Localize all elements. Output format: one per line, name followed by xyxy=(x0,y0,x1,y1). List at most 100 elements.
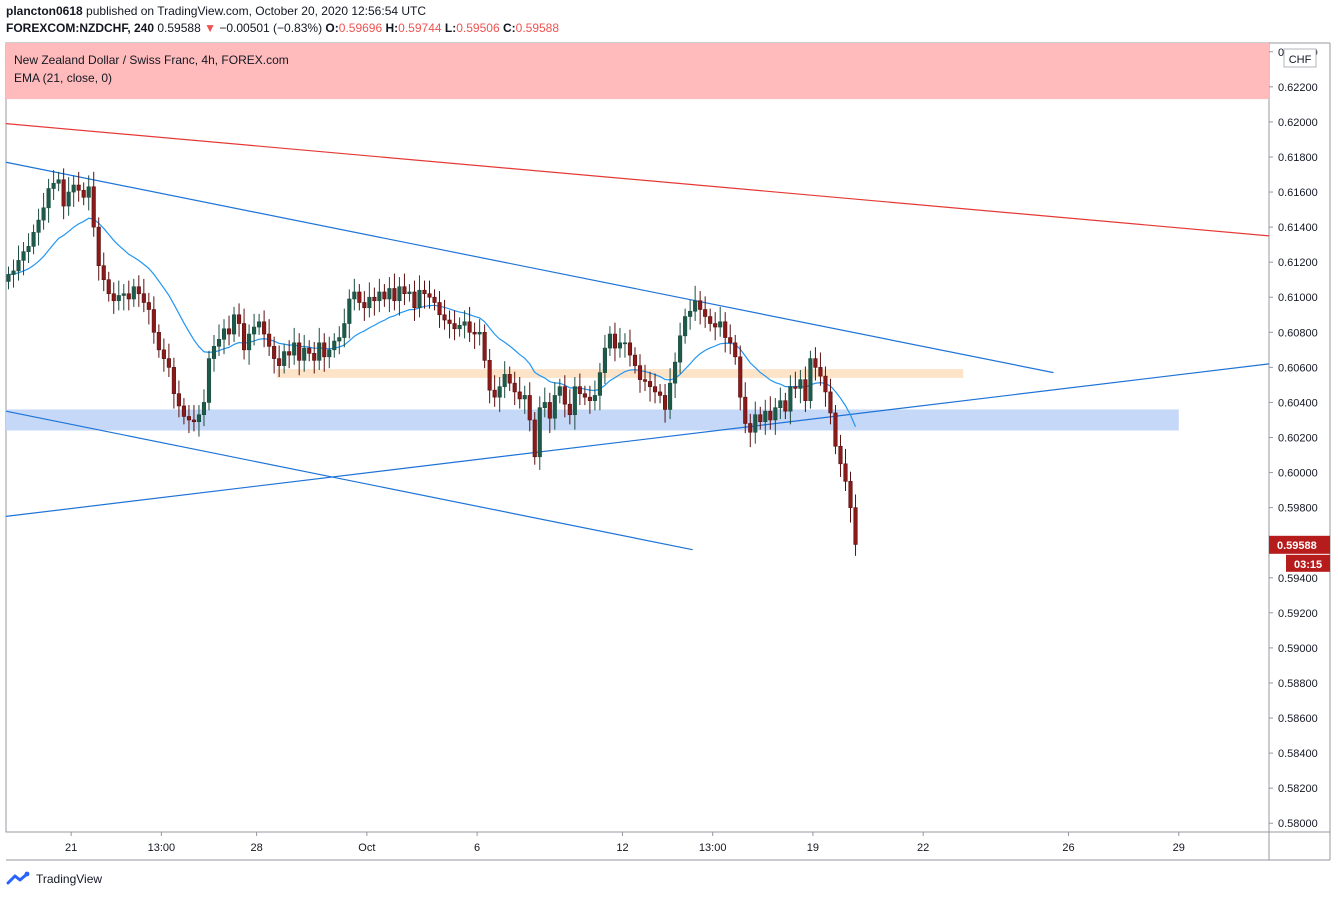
candle[interactable] xyxy=(11,270,16,275)
candle[interactable] xyxy=(652,386,658,393)
candle[interactable] xyxy=(146,302,151,310)
candle[interactable] xyxy=(236,314,242,324)
candle[interactable] xyxy=(337,337,342,342)
candle[interactable] xyxy=(507,374,512,384)
candle[interactable] xyxy=(823,375,828,393)
candle[interactable] xyxy=(287,351,292,356)
candle[interactable] xyxy=(427,293,432,298)
trendline[interactable] xyxy=(5,123,1270,237)
candle[interactable] xyxy=(432,296,437,303)
footer-brand[interactable]: TradingView xyxy=(36,872,103,886)
candle[interactable] xyxy=(627,342,633,356)
candle[interactable] xyxy=(121,293,126,296)
candle[interactable] xyxy=(111,293,116,302)
candle[interactable] xyxy=(668,382,673,410)
trendline[interactable] xyxy=(5,363,1270,517)
trendline[interactable] xyxy=(5,161,1054,374)
candle[interactable] xyxy=(267,333,272,347)
plot-area[interactable] xyxy=(5,42,1270,833)
candle[interactable] xyxy=(758,414,763,423)
candle[interactable] xyxy=(723,321,728,338)
candle[interactable] xyxy=(262,321,267,335)
candle[interactable] xyxy=(748,423,753,433)
candle[interactable] xyxy=(352,291,357,300)
candle[interactable] xyxy=(698,300,703,310)
candle[interactable] xyxy=(61,179,66,207)
candle[interactable] xyxy=(116,295,121,302)
candle[interactable] xyxy=(482,331,487,361)
candle[interactable] xyxy=(517,391,522,400)
candle[interactable] xyxy=(91,186,96,228)
current-price-tag[interactable] xyxy=(1269,535,1330,554)
candle[interactable] xyxy=(382,291,387,300)
candle[interactable] xyxy=(66,191,71,207)
candle[interactable] xyxy=(768,410,773,421)
candle[interactable] xyxy=(86,186,91,198)
candle[interactable] xyxy=(853,507,858,545)
candle[interactable] xyxy=(838,445,843,465)
candle[interactable] xyxy=(136,286,141,295)
tradingview-logo-icon[interactable] xyxy=(6,871,32,887)
candle[interactable] xyxy=(472,331,477,335)
candle[interactable] xyxy=(191,419,197,423)
candle[interactable] xyxy=(327,349,332,358)
candle[interactable] xyxy=(617,342,623,349)
candle[interactable] xyxy=(492,389,497,398)
candle[interactable] xyxy=(537,407,542,458)
candle[interactable] xyxy=(663,395,668,410)
candle[interactable] xyxy=(587,396,592,401)
candle[interactable] xyxy=(16,260,21,272)
candle[interactable] xyxy=(547,402,552,419)
candle[interactable] xyxy=(502,374,507,387)
candle[interactable] xyxy=(392,288,397,302)
candle[interactable] xyxy=(26,246,31,252)
candle[interactable] xyxy=(71,184,76,193)
candle[interactable] xyxy=(21,251,26,261)
candle[interactable] xyxy=(703,309,708,317)
candle[interactable] xyxy=(688,310,693,317)
zone-rect[interactable] xyxy=(6,43,1269,100)
candle[interactable] xyxy=(522,395,527,400)
candle[interactable] xyxy=(231,314,237,335)
candle[interactable] xyxy=(457,324,462,330)
candle[interactable] xyxy=(693,300,698,312)
candle[interactable] xyxy=(803,379,808,401)
candle[interactable] xyxy=(141,293,146,303)
candle[interactable] xyxy=(657,391,663,396)
candle[interactable] xyxy=(818,367,823,377)
candle[interactable] xyxy=(512,382,517,393)
candle[interactable] xyxy=(206,358,212,403)
indicator-label[interactable]: EMA (21, close, 0) xyxy=(14,71,113,85)
candle[interactable] xyxy=(31,232,36,247)
candle[interactable] xyxy=(738,356,743,398)
candle[interactable] xyxy=(532,419,537,458)
candle[interactable] xyxy=(552,395,557,419)
candle[interactable] xyxy=(51,182,56,189)
candle[interactable] xyxy=(843,463,848,482)
candle[interactable] xyxy=(6,274,11,282)
candle[interactable] xyxy=(567,403,572,416)
candle[interactable] xyxy=(101,265,106,281)
candle[interactable] xyxy=(201,402,207,416)
candle[interactable] xyxy=(612,333,618,349)
candle[interactable] xyxy=(417,289,422,309)
candle[interactable] xyxy=(367,296,372,309)
candle[interactable] xyxy=(181,405,186,417)
candle[interactable] xyxy=(81,189,86,198)
candle[interactable] xyxy=(322,342,327,358)
candle[interactable] xyxy=(292,342,297,356)
candle[interactable] xyxy=(377,291,382,302)
candle[interactable] xyxy=(362,302,367,309)
zone-rect[interactable] xyxy=(6,409,1179,431)
candle[interactable] xyxy=(743,396,748,424)
candle[interactable] xyxy=(813,358,818,368)
candle[interactable] xyxy=(673,361,678,384)
candle[interactable] xyxy=(342,323,347,338)
candle[interactable] xyxy=(211,346,217,359)
candle[interactable] xyxy=(46,188,51,209)
candle[interactable] xyxy=(56,179,61,184)
candle[interactable] xyxy=(171,367,176,394)
candle[interactable] xyxy=(678,335,683,363)
